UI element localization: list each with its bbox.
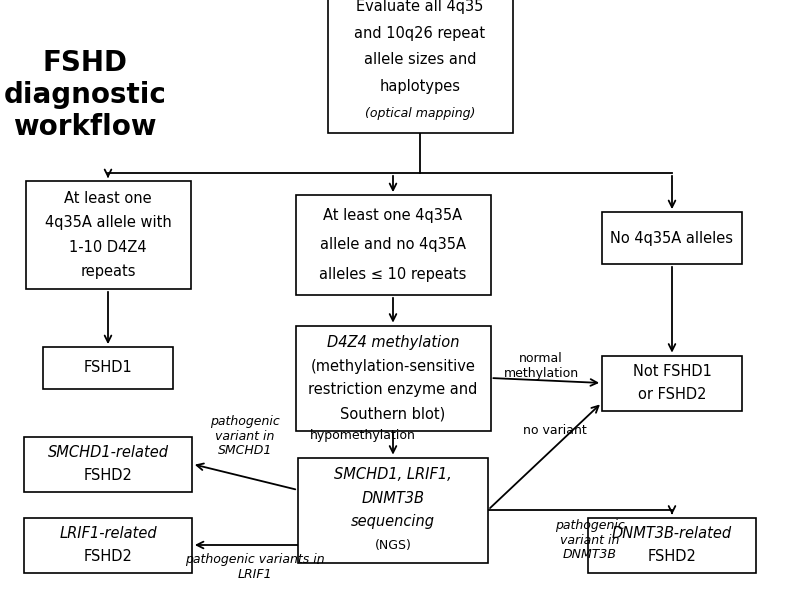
Text: normal
methylation: normal methylation — [504, 351, 579, 379]
Text: DNMT3B: DNMT3B — [362, 490, 425, 506]
Text: no variant: no variant — [523, 424, 587, 437]
Text: Not FSHD1: Not FSHD1 — [633, 364, 711, 379]
Text: or FSHD2: or FSHD2 — [638, 387, 706, 402]
Text: hypomethylation: hypomethylation — [310, 430, 416, 443]
Text: FSHD2: FSHD2 — [83, 549, 133, 564]
Text: restriction enzyme and: restriction enzyme and — [308, 382, 478, 398]
Bar — [327, 0, 513, 132]
Text: At least one 4q35A: At least one 4q35A — [323, 208, 462, 223]
Text: (NGS): (NGS) — [374, 539, 411, 552]
Text: SMCHD1, LRIF1,: SMCHD1, LRIF1, — [334, 467, 452, 482]
Text: alleles ≤ 10 repeats: alleles ≤ 10 repeats — [319, 267, 466, 282]
Bar — [24, 436, 192, 492]
Text: D4Z4 methylation: D4Z4 methylation — [326, 334, 459, 350]
Bar — [588, 518, 756, 572]
Text: sequencing: sequencing — [351, 514, 435, 529]
Bar — [26, 181, 190, 289]
Bar — [43, 347, 173, 389]
Text: DNMT3B-related: DNMT3B-related — [612, 526, 732, 541]
Text: Evaluate all 4q35: Evaluate all 4q35 — [356, 0, 484, 14]
Text: No 4q35A alleles: No 4q35A alleles — [610, 231, 734, 245]
Text: FSHD1: FSHD1 — [84, 361, 132, 376]
Text: allele sizes and: allele sizes and — [364, 52, 476, 67]
Bar — [602, 356, 742, 410]
Bar — [295, 195, 490, 295]
Text: (optical mapping): (optical mapping) — [365, 107, 475, 120]
Text: Southern blot): Southern blot) — [340, 406, 446, 421]
Text: FSHD
diagnostic
workflow: FSHD diagnostic workflow — [3, 49, 166, 141]
Text: At least one: At least one — [64, 191, 152, 206]
Text: (methylation-sensitive: (methylation-sensitive — [310, 359, 475, 373]
Bar — [298, 458, 488, 563]
Text: repeats: repeats — [80, 264, 136, 279]
Bar — [602, 212, 742, 264]
Bar — [24, 518, 192, 572]
Text: FSHD2: FSHD2 — [83, 468, 133, 483]
Text: haplotypes: haplotypes — [379, 80, 461, 94]
Text: and 10q26 repeat: and 10q26 repeat — [354, 25, 486, 41]
Text: 4q35A allele with: 4q35A allele with — [45, 215, 171, 230]
Text: pathogenic
variant in
SMCHD1: pathogenic variant in SMCHD1 — [210, 415, 280, 458]
Text: LRIF1-related: LRIF1-related — [59, 526, 157, 541]
Text: pathogenic variants in
LRIF1: pathogenic variants in LRIF1 — [185, 553, 325, 581]
Text: allele and no 4q35A: allele and no 4q35A — [320, 237, 466, 253]
Bar — [295, 325, 490, 430]
Text: FSHD2: FSHD2 — [647, 549, 697, 564]
Text: pathogenic
variant in
DNMT3B: pathogenic variant in DNMT3B — [555, 518, 625, 561]
Text: SMCHD1-related: SMCHD1-related — [47, 445, 169, 460]
Text: 1-10 D4Z4: 1-10 D4Z4 — [69, 240, 147, 255]
